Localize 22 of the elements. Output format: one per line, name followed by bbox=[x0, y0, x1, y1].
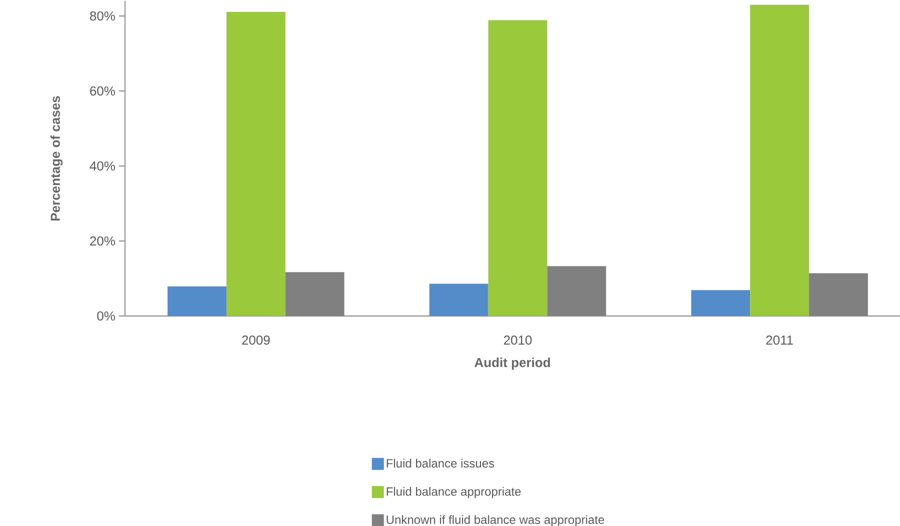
y-tick-label: 20% bbox=[90, 236, 116, 246]
legend-label: Fluid balance issues bbox=[386, 458, 494, 468]
x-tick-label: 2011 bbox=[766, 336, 793, 345]
y-tick-label: 0% bbox=[97, 311, 116, 321]
bar bbox=[429, 284, 488, 316]
bar bbox=[488, 20, 548, 316]
bar bbox=[809, 273, 868, 316]
bar bbox=[168, 286, 226, 316]
y-tick-label: 60% bbox=[90, 86, 116, 96]
legend-label: Fluid balance appropriate bbox=[386, 486, 521, 498]
y-tick-label: 40% bbox=[90, 161, 116, 171]
legend-label: Unknown if fluid balance was appropriate bbox=[386, 515, 604, 526]
x-tick-label: 2009 bbox=[242, 336, 270, 345]
y-axis-title: Percentage of cases bbox=[50, 96, 63, 220]
bar bbox=[285, 272, 344, 316]
bar bbox=[750, 4, 810, 316]
x-tick-label: 2010 bbox=[504, 336, 532, 345]
bar bbox=[691, 290, 750, 316]
bar bbox=[547, 266, 606, 316]
y-tick-label: 80% bbox=[90, 11, 116, 21]
x-axis-title: Audit period bbox=[474, 358, 550, 370]
bar bbox=[226, 12, 286, 316]
